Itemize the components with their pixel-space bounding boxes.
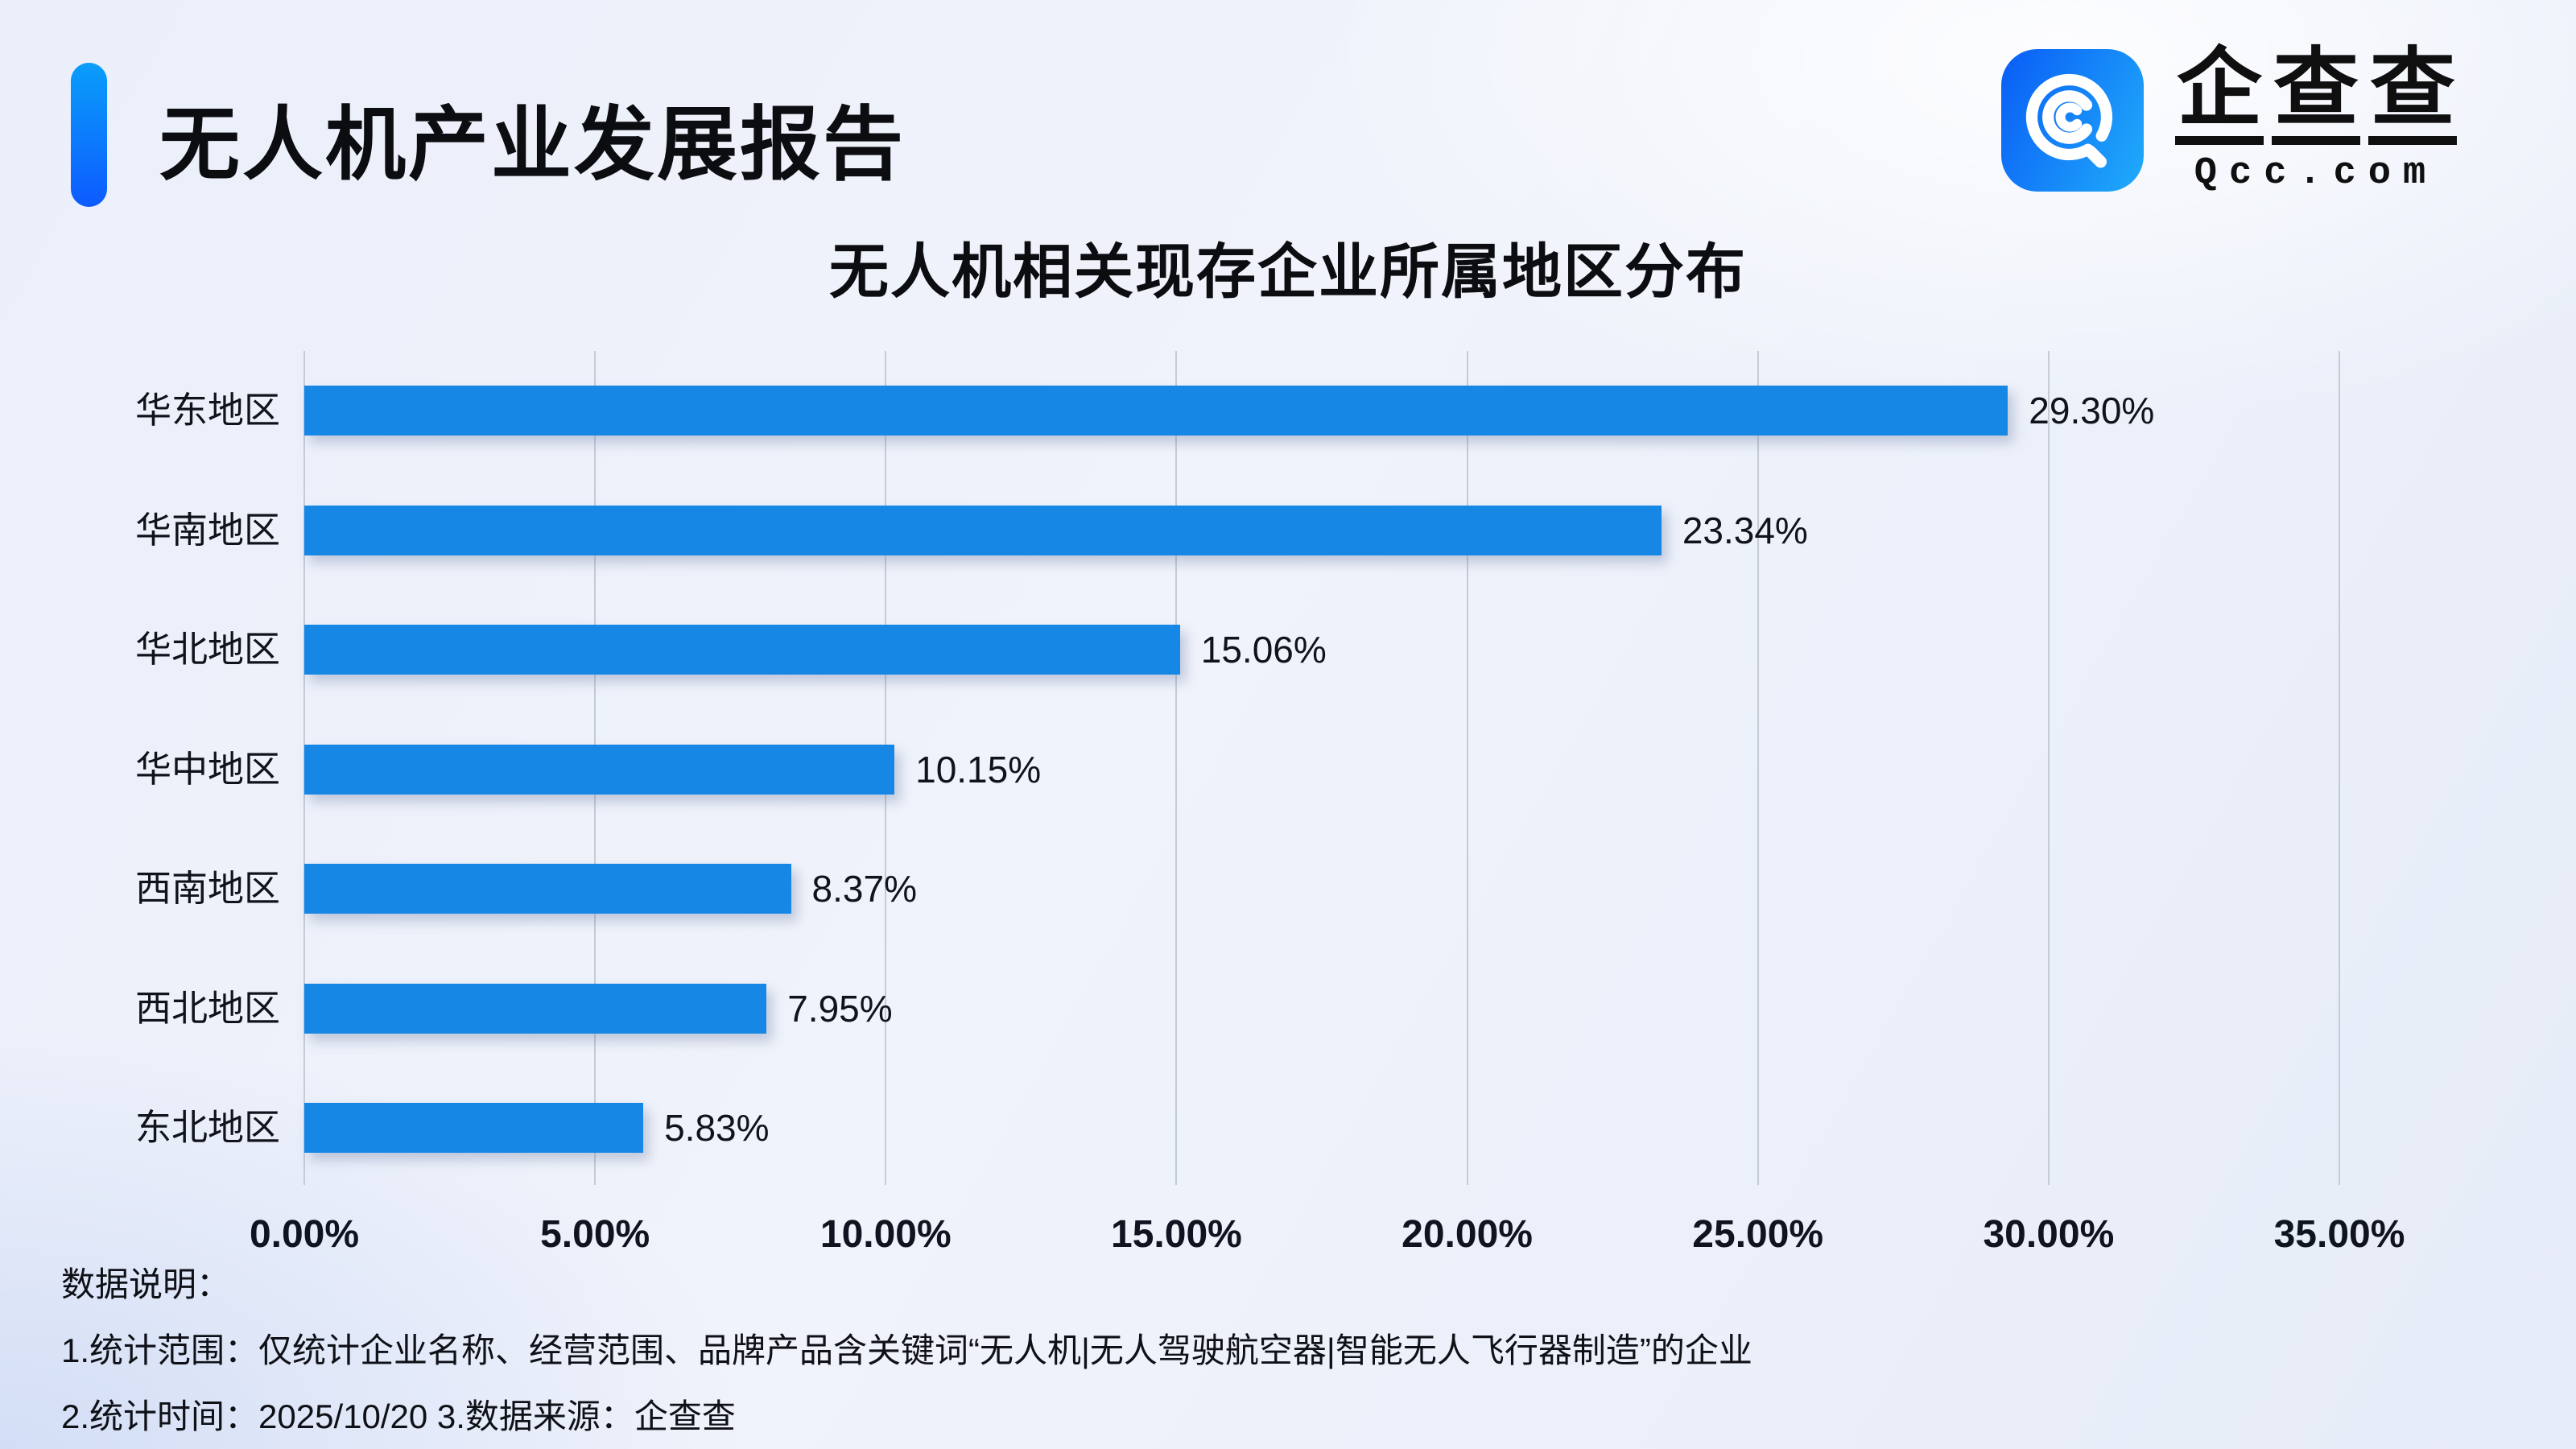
bar-西南地区 — [304, 864, 791, 914]
x-tick-label: 20.00% — [1402, 1213, 1533, 1256]
category-label: 华北地区 — [134, 629, 280, 670]
x-tick-label: 0.00% — [249, 1213, 360, 1256]
value-label: 7.95% — [787, 987, 893, 1030]
category-label: 西北地区 — [134, 987, 280, 1029]
value-label: 10.15% — [915, 748, 1042, 791]
x-tick-label: 30.00% — [1983, 1213, 2115, 1256]
bar-华东地区 — [304, 386, 2008, 436]
category-label: 西南地区 — [134, 868, 280, 909]
gridline — [2339, 351, 2340, 1185]
qcc-logo-square — [2001, 49, 2144, 192]
page-title: 无人机产业发展报告 — [159, 100, 906, 190]
footer-heading: 数据说明： — [61, 1265, 231, 1303]
qcc-logo-char: 查 — [2368, 46, 2457, 145]
category-label: 华东地区 — [134, 390, 280, 431]
category-label: 华中地区 — [134, 748, 280, 790]
value-label: 8.37% — [811, 868, 917, 910]
gridline — [1175, 351, 1178, 1185]
footer-note-date-source: 2.统计时间：2025/10/20 3.数据来源：企查查 — [61, 1397, 736, 1435]
bar-华中地区 — [304, 744, 895, 795]
plot-area: 29.30% 23.34% 15.06% 10.15% 8.37% 7.95% 5.83% — [303, 351, 2340, 1185]
value-label: 5.83% — [664, 1107, 770, 1149]
qcc-logo-char: 查 — [2272, 46, 2360, 145]
value-label: 15.06% — [1200, 629, 1327, 671]
footer-note-scope: 1.统计范围：仅统计企业名称、经营范围、品牌产品含关键词“无人机|无人驾驶航空器… — [61, 1331, 1752, 1369]
qcc-logo-char: 企 — [2175, 46, 2264, 145]
gridline — [1466, 351, 1468, 1185]
value-label: 23.34% — [1682, 509, 1808, 551]
bar-西北地区 — [304, 983, 767, 1034]
qcc-logo: 企查查 Qcc.com — [2001, 46, 2461, 195]
qcc-logo-name: 企查查 — [2171, 46, 2461, 145]
bar-东北地区 — [304, 1103, 644, 1153]
gridline — [1757, 351, 1759, 1185]
value-label: 29.30% — [2029, 390, 2155, 431]
x-tick-label: 5.00% — [540, 1213, 650, 1256]
bar-华南地区 — [304, 505, 1662, 555]
category-label: 东北地区 — [134, 1107, 280, 1148]
x-axis-ticks: 0.00% 5.00% 10.00% 15.00% 20.00% 25.00% 30.00%… — [250, 1212, 2405, 1261]
gridline — [2047, 351, 2050, 1185]
category-label: 华南地区 — [134, 509, 280, 551]
x-tick-label: 35.00% — [2273, 1213, 2405, 1256]
x-tick-label: 15.00% — [1111, 1213, 1242, 1256]
qcc-wordmark: 企查查 Qcc.com — [2171, 46, 2461, 195]
bar-华北地区 — [304, 625, 1180, 675]
qcc-logo-domain: Qcc.com — [2194, 152, 2438, 195]
qcc-magnifier-icon — [2025, 73, 2112, 167]
x-tick-label: 10.00% — [819, 1213, 952, 1256]
x-tick-label: 25.00% — [1692, 1213, 1824, 1256]
chart-title: 无人机相关现存企业所属地区分布 — [829, 238, 1747, 305]
title-accent-bar — [71, 63, 107, 207]
